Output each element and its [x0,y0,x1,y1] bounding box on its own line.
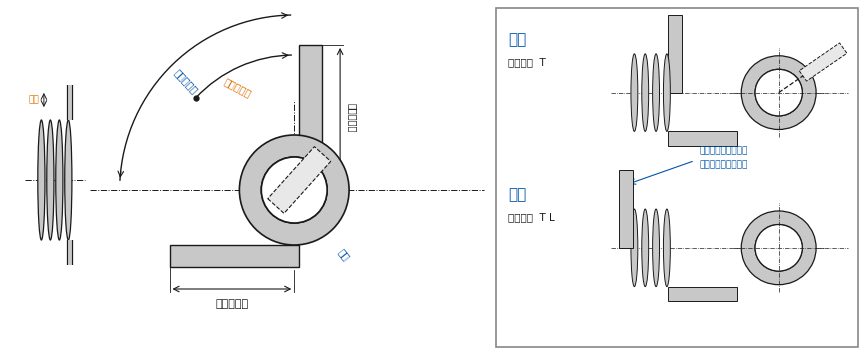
Ellipse shape [38,120,45,240]
Ellipse shape [663,54,670,131]
Ellipse shape [631,209,638,286]
Bar [669,286,737,301]
Ellipse shape [663,209,670,286]
Text: アームの出る方向が: アームの出る方向が [700,147,748,156]
Text: 内径: 内径 [336,247,352,263]
Ellipse shape [47,120,54,240]
Bar [299,45,322,190]
Polygon shape [799,43,847,81]
Text: 右巻と異なります。: 右巻と異なります。 [700,160,748,169]
Text: 線径: 線径 [29,95,39,104]
Wedge shape [741,56,816,130]
Polygon shape [267,147,330,213]
Text: 製品番号  T L: 製品番号 T L [508,213,554,223]
Ellipse shape [642,209,649,286]
Bar [669,131,737,146]
Ellipse shape [642,54,649,131]
Wedge shape [240,135,349,245]
Ellipse shape [652,54,659,131]
Circle shape [261,157,327,223]
Text: 製品番号  T: 製品番号 T [508,58,546,67]
Circle shape [755,225,803,271]
Bar [619,170,633,248]
Text: アーム長さ: アーム長さ [347,103,357,132]
Text: 許容変位量: 許容変位量 [222,76,253,99]
Ellipse shape [652,209,659,286]
Circle shape [755,69,803,116]
Text: アーム長さ: アーム長さ [215,299,248,309]
Text: 右巻: 右巻 [508,32,526,47]
Bar [669,15,682,93]
Ellipse shape [55,120,63,240]
Wedge shape [741,211,816,285]
Text: 左巻: 左巻 [508,187,526,202]
Ellipse shape [631,54,638,131]
Text: 自由時耙度: 自由時耙度 [172,67,200,95]
Ellipse shape [65,120,72,240]
Bar [170,245,299,267]
